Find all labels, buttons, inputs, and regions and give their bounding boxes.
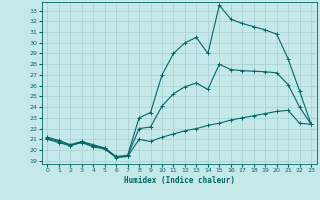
X-axis label: Humidex (Indice chaleur): Humidex (Indice chaleur) <box>124 176 235 185</box>
